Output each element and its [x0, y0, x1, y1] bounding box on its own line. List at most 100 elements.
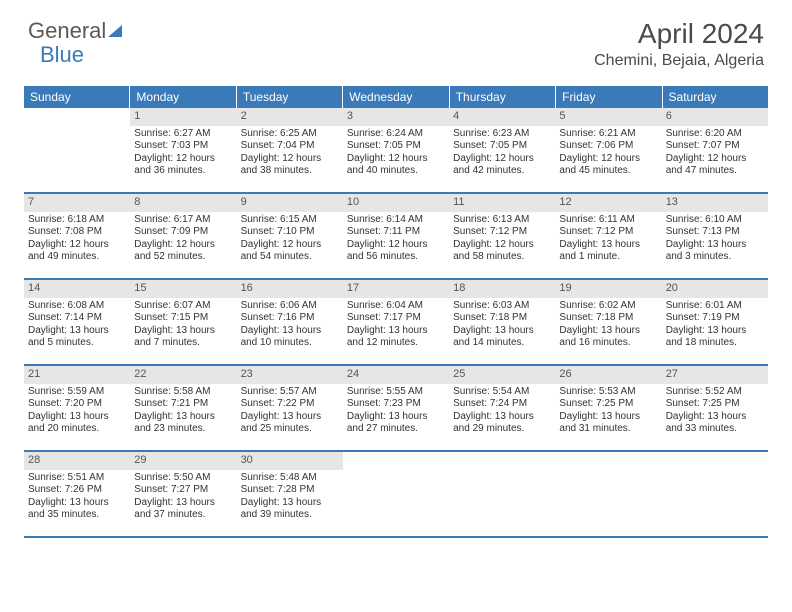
day-cell — [343, 452, 449, 536]
logo-text-2: Blue — [40, 42, 84, 67]
day-info-line: Sunset: 7:05 PM — [453, 140, 551, 153]
day-info-line: and 3 minutes. — [666, 251, 764, 264]
day-cell: 26Sunrise: 5:53 AMSunset: 7:25 PMDayligh… — [555, 366, 661, 450]
day-cell: 1Sunrise: 6:27 AMSunset: 7:03 PMDaylight… — [130, 108, 236, 192]
day-info-line: and 1 minute. — [559, 251, 657, 264]
day-info-line: and 39 minutes. — [241, 509, 339, 522]
day-info-line: Sunrise: 5:55 AM — [347, 386, 445, 399]
day-info-line: and 29 minutes. — [453, 423, 551, 436]
day-info-line: Sunrise: 6:14 AM — [347, 214, 445, 227]
day-info-line: Sunrise: 6:21 AM — [559, 128, 657, 141]
day-info-line: Sunrise: 6:11 AM — [559, 214, 657, 227]
day-info-line: Sunrise: 6:17 AM — [134, 214, 232, 227]
day-number: 24 — [343, 366, 449, 384]
logo-line2: Blue — [40, 42, 84, 68]
day-info-line: Daylight: 12 hours — [453, 239, 551, 252]
day-info-line: Daylight: 12 hours — [241, 153, 339, 166]
day-cell: 28 Sunrise: 5:51 AMSunset: 7:26 PMDayligh… — [24, 452, 130, 536]
day-cell: 6Sunrise: 6:20 AMSunset: 7:07 PMDaylight… — [662, 108, 768, 192]
day-info-line: Sunset: 7:12 PM — [453, 226, 551, 239]
day-info-line: Sunset: 7:09 PM — [134, 226, 232, 239]
day-info-line: Daylight: 13 hours — [28, 497, 126, 510]
day-info-line: Sunset: 7:25 PM — [666, 398, 764, 411]
day-cell: 13Sunrise: 6:10 AMSunset: 7:13 PMDayligh… — [662, 194, 768, 278]
day-cell: 21Sunrise: 5:59 AMSunset: 7:20 PMDayligh… — [24, 366, 130, 450]
day-cell — [24, 108, 130, 192]
day-info-line: Sunset: 7:18 PM — [453, 312, 551, 325]
week-row: 21Sunrise: 5:59 AMSunset: 7:20 PMDayligh… — [24, 366, 768, 452]
day-info-line: Sunrise: 5:53 AM — [559, 386, 657, 399]
day-header-row: Sunday Monday Tuesday Wednesday Thursday… — [24, 86, 768, 108]
day-number: 22 — [130, 366, 236, 384]
day-cell: 3Sunrise: 6:24 AMSunset: 7:05 PMDaylight… — [343, 108, 449, 192]
day-header: Friday — [556, 86, 662, 108]
logo-triangle-icon — [108, 25, 122, 37]
day-info-line: Daylight: 13 hours — [453, 325, 551, 338]
day-number: 23 — [237, 366, 343, 384]
day-number: 27 — [662, 366, 768, 384]
logo: General — [28, 18, 122, 44]
day-info-line: Sunset: 7:24 PM — [453, 398, 551, 411]
day-number: 6 — [662, 108, 768, 126]
day-number: 25 — [449, 366, 555, 384]
day-info-line: Daylight: 12 hours — [559, 153, 657, 166]
day-info-line: and 5 minutes. — [28, 337, 126, 350]
day-info-line: Sunrise: 5:50 AM — [134, 472, 232, 485]
day-info-line: and 56 minutes. — [347, 251, 445, 264]
day-cell: 24Sunrise: 5:55 AMSunset: 7:23 PMDayligh… — [343, 366, 449, 450]
day-cell — [662, 452, 768, 536]
day-cell: 11Sunrise: 6:13 AMSunset: 7:12 PMDayligh… — [449, 194, 555, 278]
day-info-line: Sunset: 7:25 PM — [559, 398, 657, 411]
day-header: Saturday — [663, 86, 768, 108]
calendar: Sunday Monday Tuesday Wednesday Thursday… — [24, 86, 768, 538]
day-number: 5 — [555, 108, 661, 126]
week-row: 28Sunrise: 5:51 AMSunset: 7:26 PMDayligh… — [24, 452, 768, 538]
day-number: 20 — [662, 280, 768, 298]
day-info-line: Sunrise: 6:25 AM — [241, 128, 339, 141]
day-info-line: and 54 minutes. — [241, 251, 339, 264]
day-info-line: Daylight: 12 hours — [453, 153, 551, 166]
day-info-line: Sunset: 7:05 PM — [347, 140, 445, 153]
day-info-line: Daylight: 13 hours — [666, 325, 764, 338]
day-info-line: Daylight: 13 hours — [347, 411, 445, 424]
day-info-line: Daylight: 12 hours — [347, 153, 445, 166]
day-number: 14 — [24, 280, 130, 298]
day-info-line: and 10 minutes. — [241, 337, 339, 350]
day-info-line: Daylight: 13 hours — [134, 497, 232, 510]
day-info-line: Daylight: 12 hours — [241, 239, 339, 252]
day-number: 28 — [24, 452, 130, 470]
day-info-line: and 27 minutes. — [347, 423, 445, 436]
day-info-line: Sunset: 7:03 PM — [134, 140, 232, 153]
header: General April 2024 Chemini, Bejaia, Alge… — [0, 0, 792, 78]
day-info-line: Sunrise: 6:02 AM — [559, 300, 657, 313]
day-cell: 10Sunrise: 6:14 AMSunset: 7:11 PMDayligh… — [343, 194, 449, 278]
day-number: 18 — [449, 280, 555, 298]
day-info-line: and 20 minutes. — [28, 423, 126, 436]
day-info-line: Daylight: 13 hours — [559, 239, 657, 252]
day-info-line: Sunrise: 6:13 AM — [453, 214, 551, 227]
day-info-line: Daylight: 12 hours — [28, 239, 126, 252]
day-cell: 29Sunrise: 5:50 AMSunset: 7:27 PMDayligh… — [130, 452, 236, 536]
day-info-line: Sunset: 7:26 PM — [28, 484, 126, 497]
day-cell: 12Sunrise: 6:11 AMSunset: 7:12 PMDayligh… — [555, 194, 661, 278]
day-info-line: Daylight: 13 hours — [134, 411, 232, 424]
title-block: April 2024 Chemini, Bejaia, Algeria — [594, 18, 764, 70]
day-number: 30 — [237, 452, 343, 470]
day-info-line: Sunset: 7:14 PM — [28, 312, 126, 325]
day-info-line: Sunrise: 5:51 AM — [28, 472, 126, 485]
day-info-line: and 25 minutes. — [241, 423, 339, 436]
day-info-line: Sunrise: 6:01 AM — [666, 300, 764, 313]
day-info-line: Daylight: 13 hours — [28, 325, 126, 338]
day-number: 15 — [130, 280, 236, 298]
day-info-line: Sunset: 7:10 PM — [241, 226, 339, 239]
day-cell: 5Sunrise: 6:21 AMSunset: 7:06 PMDaylight… — [555, 108, 661, 192]
day-info-line: Sunrise: 5:52 AM — [666, 386, 764, 399]
day-cell — [449, 452, 555, 536]
day-info-line: and 47 minutes. — [666, 165, 764, 178]
day-info-line: Daylight: 13 hours — [666, 411, 764, 424]
day-cell: 17Sunrise: 6:04 AMSunset: 7:17 PMDayligh… — [343, 280, 449, 364]
day-info-line: Daylight: 13 hours — [28, 411, 126, 424]
day-info-line: Sunrise: 6:07 AM — [134, 300, 232, 313]
day-info-line: Sunrise: 6:08 AM — [28, 300, 126, 313]
day-cell: 14 Sunrise: 6:08 AMSunset: 7:14 PMDayligh… — [24, 280, 130, 364]
